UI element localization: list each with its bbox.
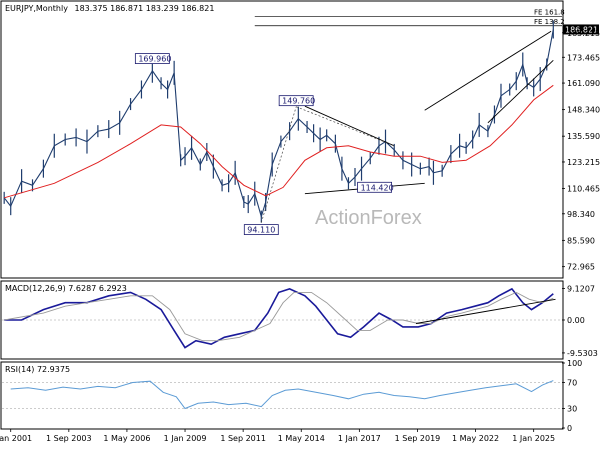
rsi-pane-title: RSI(14) 72.9375 bbox=[5, 365, 70, 374]
macd-y-tick-label: 9.1207 bbox=[567, 284, 595, 293]
macd-y-tick-label: -9.5303 bbox=[567, 349, 598, 358]
x-tick-label: 1 Jan 2017 bbox=[338, 434, 381, 443]
fib-label: FE 161.8 bbox=[534, 9, 565, 17]
x-tick-label: 1 Jan 2001 bbox=[0, 434, 32, 443]
trend-line bbox=[304, 105, 395, 147]
x-tick-label: 1 Sep 2019 bbox=[395, 434, 441, 443]
macd-y-tick-label: 0.00 bbox=[567, 316, 585, 325]
price-y-tick-label: 135.590 bbox=[567, 132, 600, 141]
price-y-tick-label: 98.340 bbox=[567, 210, 595, 219]
fib-label: FE 138.2 bbox=[534, 18, 565, 26]
rsi-pane-frame bbox=[0, 361, 564, 430]
x-tick-label: 1 Jan 2025 bbox=[512, 434, 555, 443]
price-y-tick-label: 123.215 bbox=[567, 158, 600, 167]
price-y-tick-label: 148.340 bbox=[567, 106, 600, 115]
peak-label-box bbox=[134, 53, 170, 64]
macd-pane-title: MACD(12,26,9) 7.6287 6.2923 bbox=[5, 284, 127, 293]
watermark: ActionForex bbox=[315, 207, 422, 229]
symbol-label: EURJPY,Monthly bbox=[5, 4, 68, 13]
trend-line bbox=[424, 30, 552, 111]
price-y-tick-label: 173.465 bbox=[567, 53, 600, 62]
rsi-y-tick-label: 30 bbox=[567, 405, 577, 414]
current-price-label: 186.821 bbox=[565, 25, 598, 34]
price-y-tick-label: 185.215 bbox=[567, 29, 600, 38]
trend-line bbox=[487, 59, 554, 124]
rsi-line bbox=[10, 380, 554, 410]
price-y-tick-label: 110.465 bbox=[567, 185, 600, 194]
macd-signal-line bbox=[4, 291, 554, 342]
rsi-y-tick-label: 0 bbox=[567, 424, 572, 433]
rsi-y-tick-label: 100 bbox=[567, 359, 582, 368]
rsi-y-tick-label: 70 bbox=[567, 379, 577, 388]
fib-connector bbox=[260, 106, 297, 223]
macd-layer bbox=[2, 287, 562, 349]
peak-label: 169.960 bbox=[138, 55, 171, 64]
x-tick-label: 1 May 2014 bbox=[278, 434, 325, 443]
x-tick-label: 1 May 2022 bbox=[452, 434, 499, 443]
peak-label: 94.110 bbox=[247, 226, 275, 235]
fib-connector bbox=[296, 106, 395, 147]
ohlc-label: 183.375 186.871 183.239 186.821 bbox=[74, 4, 214, 13]
peak-label: 114.420 bbox=[361, 183, 394, 192]
macd-trend-line bbox=[415, 298, 556, 324]
sma-line bbox=[4, 84, 554, 199]
price-pane-title: EURJPY,Monthly 183.375 186.871 183.239 1… bbox=[5, 4, 214, 13]
current-price-tag bbox=[563, 24, 599, 35]
peak-label-box bbox=[357, 181, 393, 193]
x-tick-label: 1 Jan 2009 bbox=[164, 434, 207, 443]
x-tick-label: 1 Sep 2011 bbox=[220, 434, 266, 443]
peak-label: 149.760 bbox=[282, 97, 315, 106]
price-y-tick-label: 85.590 bbox=[567, 236, 595, 245]
price-y-tick-label: 161.090 bbox=[567, 79, 600, 88]
price-y-tick-label: 72.965 bbox=[567, 263, 595, 272]
price-layer: FE 161.8FE 138.2 169.960 149.760 114.420 94.… bbox=[3, 9, 565, 236]
peak-label-box bbox=[278, 95, 314, 107]
x-tick-label: 1 Sep 2003 bbox=[46, 434, 92, 443]
x-tick-label: 1 May 2006 bbox=[103, 434, 150, 443]
peak-label-box bbox=[243, 224, 279, 236]
rsi-layer bbox=[2, 380, 562, 410]
